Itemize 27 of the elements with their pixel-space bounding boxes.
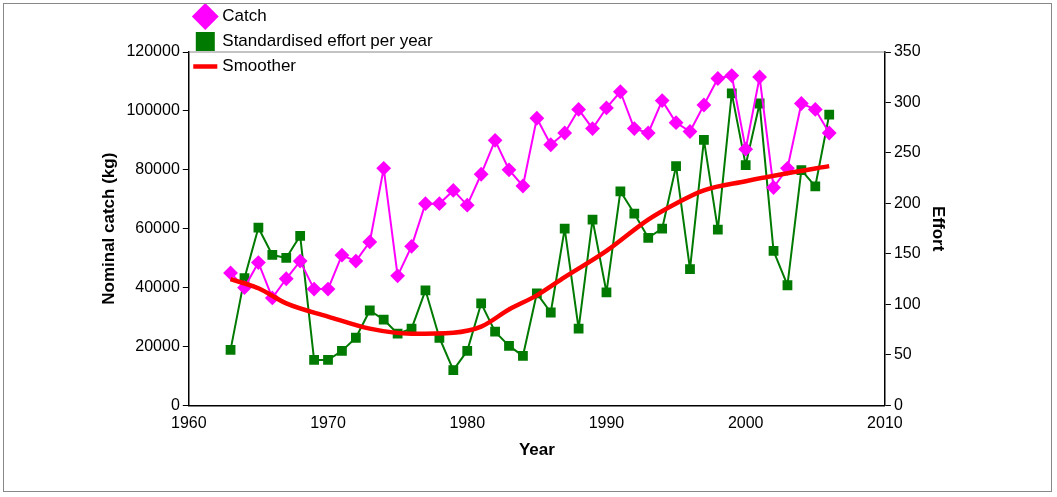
legend-label: Smoother [222,56,297,76]
legend-label: Catch [222,6,267,26]
y2-tick-label: 300 [893,92,921,110]
x-tick-label: 1970 [310,414,346,432]
y-tick-label: 120000 [126,42,180,60]
y-tick-label: 20000 [135,336,180,354]
y-tick-label: 0 [170,395,180,413]
y2-tick-label: 200 [893,193,921,211]
y2-tick-label: 50 [893,345,912,363]
y-axis-title: Nominal catch (kg) [98,152,118,305]
x-tick-label: 1960 [170,414,207,432]
y2-tick-label: 0 [893,395,903,413]
x-tick-label: 2010 [867,414,903,432]
y-tick-label: 80000 [135,160,180,178]
x-tick-label: 1990 [588,414,625,432]
x-tick-label: 2000 [727,414,764,432]
y-tick-label: 100000 [126,101,180,119]
x-tick-label: 1980 [449,414,486,432]
y2-tick-label: 250 [893,143,921,161]
y2-axis-title: Effort [929,206,949,252]
y2-tick-label: 100 [893,294,921,312]
x-axis-title: Year [518,440,556,460]
y-tick-label: 40000 [135,278,180,296]
y-tick-label: 60000 [135,219,180,237]
y2-tick-label: 150 [893,244,921,262]
y2-tick-label: 350 [893,42,921,60]
legend-label: Standardised effort per year [222,31,434,51]
